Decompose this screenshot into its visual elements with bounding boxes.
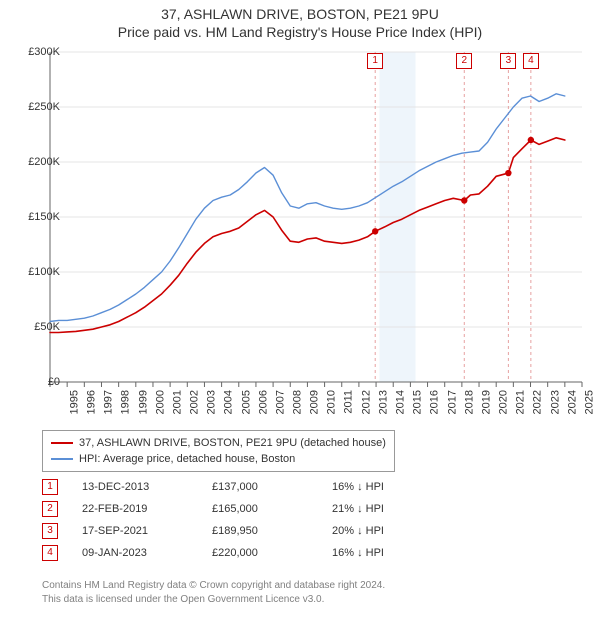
transaction-price: £189,950 xyxy=(212,525,332,537)
transaction-price: £137,000 xyxy=(212,481,332,493)
legend: 37, ASHLAWN DRIVE, BOSTON, PE21 9PU (det… xyxy=(42,430,395,472)
y-tick-label: £200K xyxy=(12,156,60,168)
x-tick-label: 1998 xyxy=(120,390,132,414)
x-tick-label: 2011 xyxy=(342,390,354,414)
legend-item: HPI: Average price, detached house, Bost… xyxy=(51,451,386,467)
transaction-delta: 16% ↓ HPI xyxy=(332,481,452,493)
y-tick-label: £50K xyxy=(12,321,60,333)
transaction-row: 1 13-DEC-2013£137,00016% ↓ HPI xyxy=(42,476,452,498)
transaction-date: 17-SEP-2021 xyxy=(82,525,212,537)
transaction-marker: 2 xyxy=(42,501,58,517)
x-tick-label: 2014 xyxy=(395,390,407,414)
legend-swatch xyxy=(51,442,73,444)
transaction-delta: 21% ↓ HPI xyxy=(332,503,452,515)
x-tick-label: 2006 xyxy=(257,390,269,414)
transaction-marker: 4 xyxy=(42,545,58,561)
x-tick-label: 2001 xyxy=(171,390,183,414)
legend-item: 37, ASHLAWN DRIVE, BOSTON, PE21 9PU (det… xyxy=(51,435,386,451)
attribution-line1: Contains HM Land Registry data © Crown c… xyxy=(42,579,580,593)
x-tick-label: 2003 xyxy=(206,390,218,414)
chart-marker-box: 4 xyxy=(523,53,539,69)
x-tick-label: 2013 xyxy=(377,390,389,414)
x-tick-label: 2007 xyxy=(274,390,286,414)
x-tick-label: 2020 xyxy=(498,390,510,414)
transaction-date: 13-DEC-2013 xyxy=(82,481,212,493)
x-tick-label: 1997 xyxy=(103,390,115,414)
transaction-price: £165,000 xyxy=(212,503,332,515)
transaction-date: 09-JAN-2023 xyxy=(82,547,212,559)
transaction-marker: 1 xyxy=(42,479,58,495)
x-tick-label: 2023 xyxy=(549,390,561,414)
x-tick-label: 2025 xyxy=(583,390,595,414)
legend-label: 37, ASHLAWN DRIVE, BOSTON, PE21 9PU (det… xyxy=(79,437,386,449)
title-subtitle: Price paid vs. HM Land Registry's House … xyxy=(0,24,600,40)
x-tick-label: 2000 xyxy=(154,390,166,414)
title-address: 37, ASHLAWN DRIVE, BOSTON, PE21 9PU xyxy=(0,6,600,22)
x-tick-label: 2021 xyxy=(515,390,527,414)
x-tick-label: 2009 xyxy=(309,390,321,414)
x-tick-label: 2008 xyxy=(292,390,304,414)
x-tick-label: 2010 xyxy=(326,390,338,414)
transaction-price: £220,000 xyxy=(212,547,332,559)
x-tick-label: 2005 xyxy=(240,390,252,414)
attribution: Contains HM Land Registry data © Crown c… xyxy=(42,579,580,606)
transaction-row: 4 09-JAN-2023£220,00016% ↓ HPI xyxy=(42,542,452,564)
x-tick-label: 2012 xyxy=(360,390,372,414)
x-tick-label: 2018 xyxy=(463,390,475,414)
transaction-date: 22-FEB-2019 xyxy=(82,503,212,515)
y-tick-label: £250K xyxy=(12,101,60,113)
x-tick-label: 1995 xyxy=(68,390,80,414)
transaction-delta: 16% ↓ HPI xyxy=(332,547,452,559)
x-tick-label: 2024 xyxy=(566,390,578,414)
x-tick-label: 2015 xyxy=(412,390,424,414)
x-tick-label: 1996 xyxy=(86,390,98,414)
transactions-table: 113-DEC-2013£137,00016% ↓ HPI222-FEB-201… xyxy=(42,476,452,564)
legend-swatch xyxy=(51,458,73,460)
legend-label: HPI: Average price, detached house, Bost… xyxy=(79,453,295,465)
chart-titles: 37, ASHLAWN DRIVE, BOSTON, PE21 9PU Pric… xyxy=(0,0,600,40)
chart-marker-box: 3 xyxy=(500,53,516,69)
x-tick-label: 1999 xyxy=(137,390,149,414)
x-tick-label: 2022 xyxy=(532,390,544,414)
x-tick-label: 2002 xyxy=(189,390,201,414)
chart-area xyxy=(50,52,582,382)
x-tick-label: 2004 xyxy=(223,390,235,414)
chart-svg xyxy=(50,52,582,382)
transaction-row: 3 17-SEP-2021£189,95020% ↓ HPI xyxy=(42,520,452,542)
transaction-marker: 3 xyxy=(42,523,58,539)
y-tick-label: £150K xyxy=(12,211,60,223)
x-tick-label: 2017 xyxy=(446,390,458,414)
attribution-line2: This data is licensed under the Open Gov… xyxy=(42,593,580,607)
x-tick-label: 2019 xyxy=(480,390,492,414)
y-tick-label: £0 xyxy=(12,376,60,388)
chart-marker-box: 1 xyxy=(367,53,383,69)
y-tick-label: £300K xyxy=(12,46,60,58)
transaction-row: 2 22-FEB-2019£165,00021% ↓ HPI xyxy=(42,498,452,520)
chart-marker-box: 2 xyxy=(456,53,472,69)
transaction-delta: 20% ↓ HPI xyxy=(332,525,452,537)
x-tick-label: 2016 xyxy=(429,390,441,414)
y-tick-label: £100K xyxy=(12,266,60,278)
